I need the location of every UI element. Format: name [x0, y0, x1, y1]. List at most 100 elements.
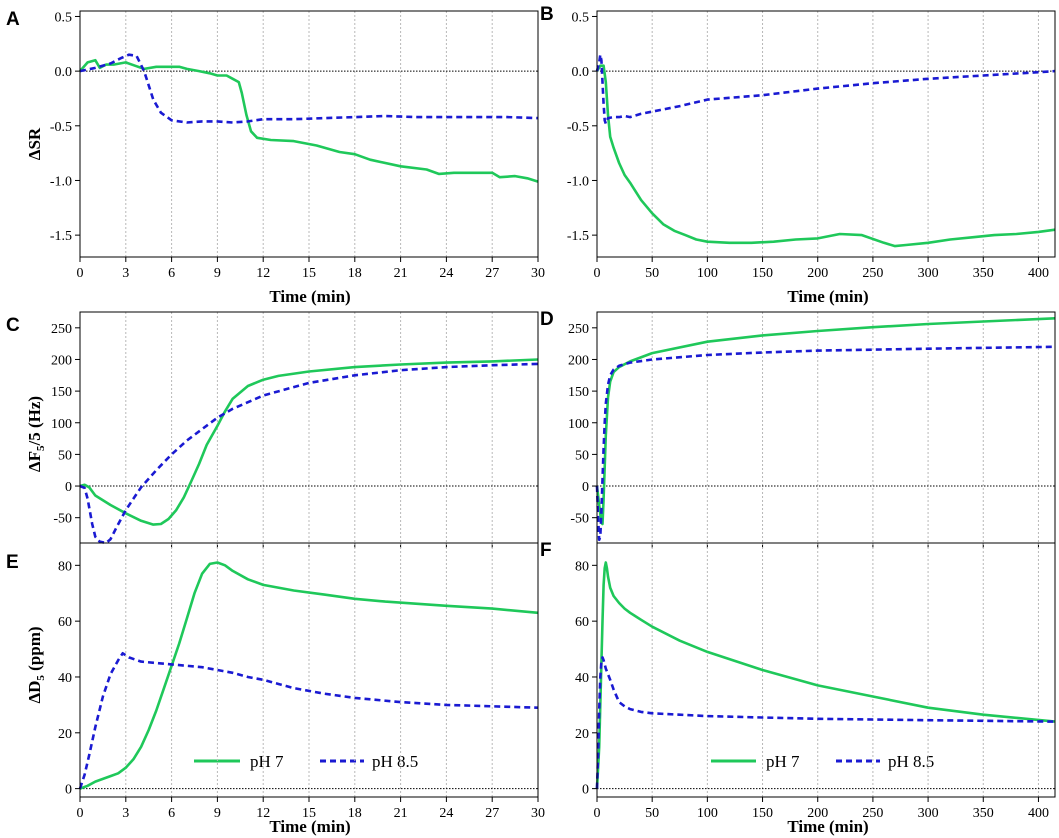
legend-label-ph85: pH 8.5	[372, 752, 418, 771]
series-line-b-ph85	[595, 53, 1056, 125]
x-tick-label-e: 0	[77, 806, 84, 821]
series-line-a-ph85	[79, 53, 539, 124]
x-tick-label-a: 30	[531, 266, 545, 281]
y-tick-label-f: 60	[575, 615, 589, 630]
x-tick-label-f: 400	[1028, 806, 1049, 821]
y-axis-title-dissipation: ΔD5 (ppm)	[25, 626, 47, 703]
series-line-a-ph7	[79, 58, 539, 183]
legend-label-ph85: pH 8.5	[888, 752, 934, 771]
series-line-b-ph7	[595, 64, 1056, 248]
y-tick-label-e: 0	[65, 783, 72, 798]
y-tick-label-b: -1.0	[567, 174, 589, 189]
x-tick-label-b: 150	[752, 266, 773, 281]
y-tick-label-a: -1.0	[50, 174, 72, 189]
y-tick-label-c: 150	[51, 385, 72, 400]
x-tick-label-e: 15	[302, 806, 316, 821]
x-tick-label-a: 15	[302, 266, 316, 281]
y-tick-label-a: -0.5	[50, 120, 72, 135]
x-tick-label-b: 100	[697, 266, 718, 281]
plot-frame-b	[596, 10, 1056, 258]
x-tick-label-a: 0	[77, 266, 84, 281]
y-tick-label-c: 200	[51, 353, 72, 368]
y-axis-title-sr: ΔSR	[25, 127, 44, 160]
y-tick-label-e: 20	[58, 727, 72, 742]
x-tick-label-f: 100	[697, 806, 718, 821]
plot-frame-f	[596, 542, 1056, 798]
y-tick-label-a: 0.0	[55, 65, 73, 80]
x-tick-label-f: 350	[973, 806, 994, 821]
y-tick-label-d: 200	[568, 353, 589, 368]
x-axis-title-f: Time (min)	[787, 817, 868, 836]
x-tick-label-a: 21	[394, 266, 408, 281]
x-tick-label-a: 24	[439, 266, 453, 281]
plot-frame-e	[79, 542, 539, 798]
y-tick-label-d: -50	[570, 512, 589, 527]
panel-c: 250 200 150 100 50 0 -50	[51, 311, 539, 548]
series-line-f-ph7	[595, 561, 1056, 789]
x-axis-title-a: Time (min)	[269, 287, 350, 306]
y-axis-title-frequency: ΔF5/5 (Hz)	[25, 396, 47, 472]
panel-label-d: D	[540, 309, 554, 330]
panel-b: 0.5 0.0 -0.5 -1.0 -1.5 0 50 100 150 200 250 300 350 4…	[567, 10, 1056, 281]
y-tick-label-b: 0.5	[572, 10, 590, 25]
y-tick-label-d: 100	[568, 417, 589, 432]
x-tick-label-e: 6	[168, 806, 175, 821]
y-tick-label-b: -0.5	[567, 120, 589, 135]
x-tick-label-f: 0	[594, 806, 601, 821]
x-tick-label-a: 18	[348, 266, 362, 281]
y-tick-label-c: -50	[53, 512, 72, 527]
series-line-e-ph85	[78, 651, 539, 790]
panel-a: 0.5 0.0 -0.5 -1.0 -1.5 0 3 6 9 12 15 18 21 24 27 30	[50, 10, 545, 281]
y-tick-label-e: 40	[58, 671, 72, 686]
x-tick-label-b: 400	[1028, 266, 1049, 281]
y-tick-label-a: -1.5	[50, 229, 72, 244]
y-tick-label-b: -1.5	[567, 229, 589, 244]
x-tick-label-a: 12	[256, 266, 270, 281]
x-tick-label-b: 250	[862, 266, 883, 281]
series-line-f-ph85	[595, 656, 1056, 789]
x-tick-label-e: 3	[122, 806, 129, 821]
y-tick-label-d: 50	[575, 448, 589, 463]
series-line-d-ph85	[595, 345, 1056, 542]
y-tick-label-c: 100	[51, 417, 72, 432]
series-line-e-ph7	[79, 561, 539, 790]
x-tick-label-b: 300	[918, 266, 939, 281]
x-tick-label-a: 27	[485, 266, 499, 281]
panel-label-e: E	[6, 552, 19, 573]
x-tick-label-f: 150	[752, 806, 773, 821]
x-axis-title-b: Time (min)	[787, 287, 868, 306]
x-tick-label-e: 30	[531, 806, 545, 821]
y-tick-label-d: 0	[582, 480, 589, 495]
x-tick-label-b: 50	[645, 266, 659, 281]
x-tick-label-e: 12	[256, 806, 270, 821]
x-tick-label-a: 6	[168, 266, 175, 281]
y-tick-label-c: 50	[58, 448, 72, 463]
x-tick-label-a: 9	[214, 266, 221, 281]
x-tick-label-f: 200	[807, 806, 828, 821]
legend-right: pH 7 pH 8.5	[711, 752, 934, 771]
y-tick-label-d: 250	[568, 322, 589, 337]
x-tick-label-a: 3	[122, 266, 129, 281]
y-tick-label-e: 80	[58, 559, 72, 574]
panel-label-f: F	[540, 540, 552, 561]
x-tick-label-e: 18	[348, 806, 362, 821]
x-tick-label-e: 9	[214, 806, 221, 821]
x-tick-label-f: 50	[645, 806, 659, 821]
panel-e: 80 60 40 20 00 3 6 9 12 15 18 21 24 27 30	[58, 542, 545, 821]
y-tick-label-c: 250	[51, 322, 72, 337]
y-tick-label-f: 40	[575, 671, 589, 686]
x-tick-label-f: 250	[862, 806, 883, 821]
x-tick-label-f: 300	[918, 806, 939, 821]
y-tick-label-f: 20	[575, 727, 589, 742]
x-tick-label-b: 0	[594, 266, 601, 281]
y-tick-label-f: 0	[582, 783, 589, 798]
series-line-c-ph7	[79, 358, 539, 526]
panel-d: 250 200 150 100 50 0 -50	[568, 311, 1056, 548]
y-tick-label-a: 0.5	[55, 10, 73, 25]
x-tick-label-e: 27	[485, 806, 499, 821]
panel-label-a: A	[6, 9, 20, 30]
x-axis-title-e: Time (min)	[269, 817, 350, 836]
panel-label-c: C	[6, 315, 20, 336]
